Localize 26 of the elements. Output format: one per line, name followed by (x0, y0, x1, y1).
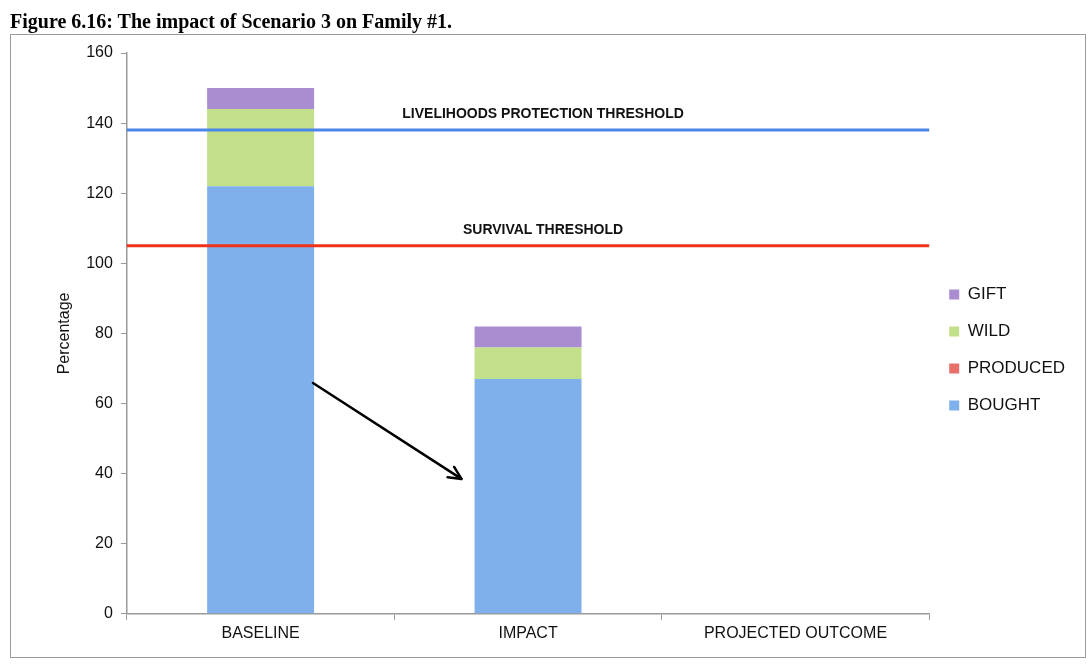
y-tick-label: 160 (86, 43, 113, 61)
y-tick-label: 60 (95, 393, 113, 411)
x-tick-label: PROJECTED OUTCOME (703, 623, 888, 641)
legend-label: WILD (967, 321, 1011, 341)
x-tick-label: BASELINE (221, 623, 300, 641)
y-tick-label: 0 (103, 604, 113, 622)
bar (207, 88, 315, 110)
legend-label: GIFT (967, 284, 1007, 304)
y-tick-label: 140 (86, 113, 113, 131)
ref-line-label: SURVIVAL THRESHOLD (462, 220, 624, 237)
bar (207, 109, 315, 187)
y-tick-label: 120 (86, 183, 113, 201)
y-tick-label: 40 (95, 464, 113, 482)
y-tick-label: 80 (95, 323, 113, 341)
bar (207, 186, 315, 614)
bar (474, 326, 582, 348)
legend-label: PRODUCED (967, 358, 1066, 378)
y-axis-title: Percentage (55, 292, 73, 375)
y-tick-label: 100 (86, 253, 113, 271)
ref-line-label: LIVELIHOODS PROTECTION THRESHOLD (402, 104, 684, 121)
bar (474, 347, 582, 379)
chart-title: Figure 6.16: The impact of Scenario 3 on Family #1. (10, 9, 453, 34)
x-tick-label: IMPACT (498, 623, 558, 641)
bar (474, 378, 582, 614)
legend-label: BOUGHT (967, 395, 1041, 415)
y-tick-label: 20 (95, 534, 113, 552)
